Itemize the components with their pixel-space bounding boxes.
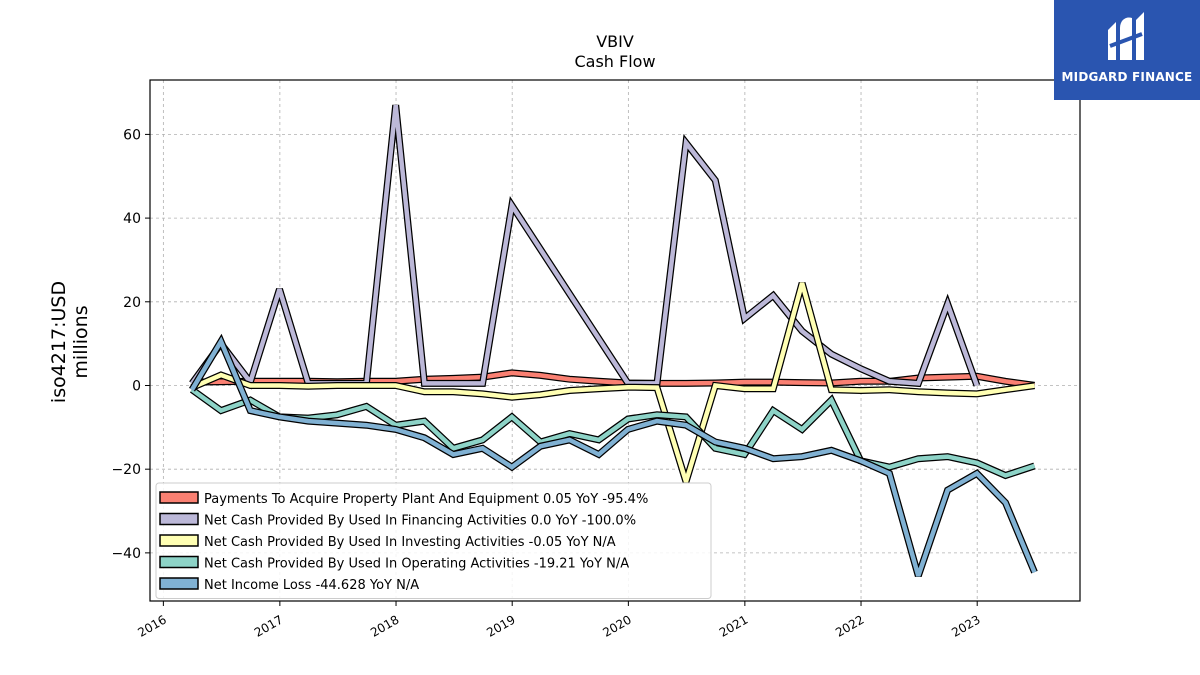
y-tick-label: 40 bbox=[123, 211, 141, 227]
x-tick-label: 2023 bbox=[949, 612, 982, 639]
midgard-logo-icon bbox=[1108, 12, 1144, 60]
x-tick-label: 2018 bbox=[368, 612, 401, 639]
y-tick-label: 60 bbox=[123, 127, 141, 143]
x-tick-label: 2019 bbox=[484, 612, 517, 639]
grid bbox=[150, 80, 1080, 601]
y-tick-label: −20 bbox=[111, 462, 141, 478]
series-2 bbox=[189, 104, 981, 390]
series-group bbox=[189, 104, 1038, 578]
y-axis-label: iso4217:USD millions bbox=[48, 281, 92, 403]
legend-item: Net Income Loss -44.628 YoY N/A bbox=[159, 577, 419, 593]
x-tick-label: 2021 bbox=[717, 612, 750, 639]
series-5 bbox=[189, 333, 1038, 578]
legend-item: Net Cash Provided By Used In Investing A… bbox=[159, 534, 616, 550]
legend-item: Net Cash Provided By Used In Financing A… bbox=[159, 512, 636, 529]
brand-logo: MIDGARD FINANCE bbox=[1054, 0, 1200, 100]
legend-label: Payments To Acquire Property Plant And E… bbox=[204, 492, 648, 507]
series-line bbox=[191, 282, 1035, 483]
legend-swatch bbox=[159, 555, 199, 569]
series-3 bbox=[190, 282, 1035, 483]
legend-swatch bbox=[159, 491, 199, 504]
legend-label: Net Cash Provided By Used In Operating A… bbox=[204, 557, 629, 572]
plot-frame bbox=[149, 79, 1081, 602]
x-tick-label: 2017 bbox=[252, 612, 285, 639]
chart-subtitle: Cash Flow bbox=[574, 52, 655, 71]
x-tick-label: 2016 bbox=[135, 612, 168, 639]
legend-swatch bbox=[159, 512, 199, 526]
x-tick-label: 2022 bbox=[833, 612, 866, 639]
series-line bbox=[190, 387, 1036, 478]
legend-label: Net Cash Provided By Used In Financing A… bbox=[204, 514, 636, 529]
x-tick-label: 2020 bbox=[600, 612, 633, 639]
series-4 bbox=[189, 386, 1036, 480]
legend-box bbox=[155, 482, 712, 599]
legend-item: Payments To Acquire Property Plant And E… bbox=[159, 491, 648, 507]
legend-swatch bbox=[159, 534, 199, 547]
series-line bbox=[190, 336, 1037, 577]
series-line-outline bbox=[189, 104, 981, 390]
y-tick-label: 0 bbox=[132, 378, 141, 394]
y-tick-label: −40 bbox=[111, 546, 141, 562]
y-axis-label-unit: iso4217:USD bbox=[48, 281, 70, 403]
y-tick-label: 20 bbox=[123, 295, 141, 311]
series-line bbox=[190, 104, 980, 387]
brand-name: MIDGARD FINANCE bbox=[1061, 70, 1193, 84]
legend-item: Net Cash Provided By Used In Operating A… bbox=[159, 555, 629, 572]
y-axis-label-scale: millions bbox=[70, 305, 92, 378]
legend-label: Net Income Loss -44.628 YoY N/A bbox=[204, 578, 419, 593]
legend-label: Net Cash Provided By Used In Investing A… bbox=[204, 535, 616, 550]
legend-swatch bbox=[159, 577, 199, 590]
legend: Payments To Acquire Property Plant And E… bbox=[155, 482, 712, 599]
chart-title: VBIV bbox=[596, 32, 634, 51]
